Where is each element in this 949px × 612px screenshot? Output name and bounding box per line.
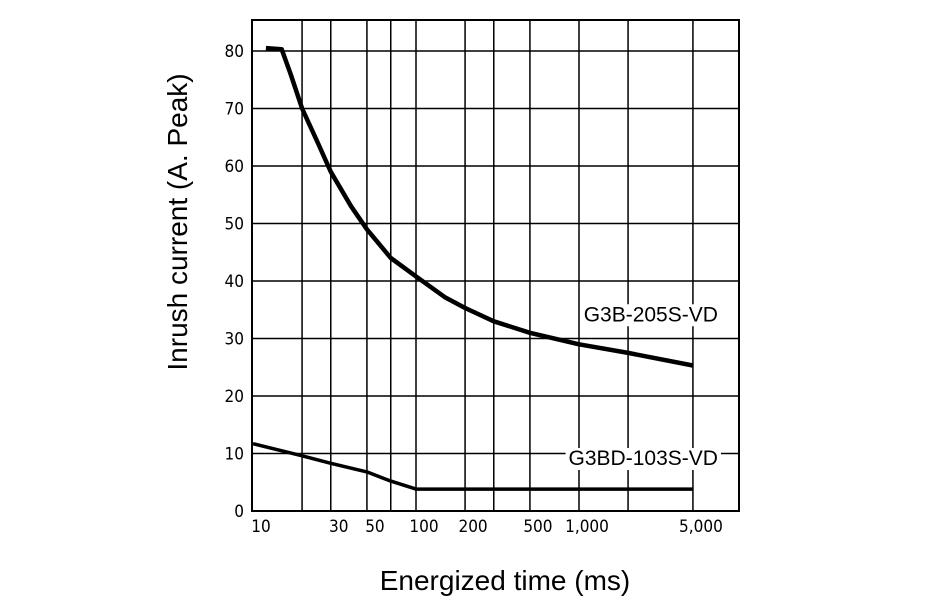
x-tick-label: 10	[251, 517, 270, 537]
y-tick-label: 70	[225, 100, 244, 120]
y-tick-label: 50	[225, 215, 244, 235]
plot-frame	[251, 19, 740, 512]
x-axis-label: Energized time (ms)	[380, 565, 631, 596]
y-tick-label: 20	[225, 387, 244, 407]
x-tick-label: 500	[523, 517, 552, 537]
y-tick-label: 10	[225, 445, 244, 465]
x-tick-label: 50	[365, 517, 384, 537]
y-tick-label: 0	[234, 502, 244, 522]
x-tick-label: 5,000	[679, 517, 723, 537]
y-tick-label: 30	[225, 330, 244, 350]
x-tick-label: 200	[458, 517, 487, 537]
series-label: G3B-205S-VD	[584, 303, 718, 326]
series-group: G3B-205S-VD G3BD-103S-VD	[252, 45, 721, 491]
series-label-bg	[580, 304, 721, 327]
x-tick-label: 1,000	[565, 517, 609, 537]
y-tick-label: 80	[225, 42, 244, 62]
series-line	[252, 442, 693, 491]
y-tick-label: 40	[225, 272, 244, 292]
series-label: G3BD-103S-VD	[569, 447, 718, 470]
series-label-bg	[565, 448, 721, 470]
x-tick-label: 100	[409, 517, 438, 537]
y-tick-label: 60	[225, 157, 244, 177]
grid	[252, 20, 739, 511]
x-axis-ticks: 10 30 50 100 200 500 1,000 5,000	[251, 517, 723, 537]
y-axis-ticks: 0 10 20 30 40 50 60 70 80	[225, 42, 244, 522]
x-tick-label: 30	[329, 517, 348, 537]
y-axis-label: Inrush current (A. Peak)	[162, 73, 193, 370]
series-line	[265, 45, 694, 368]
